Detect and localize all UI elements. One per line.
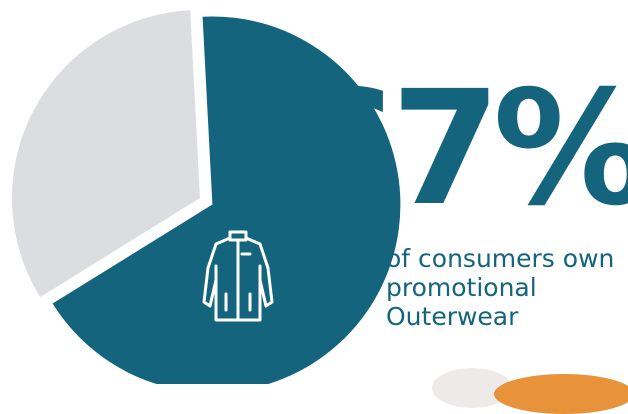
jacket-icon [202,230,274,322]
decorative-shape [494,374,628,414]
caption-line: promotional [386,273,537,302]
caption-line: Outerwear [386,302,519,331]
pie-slice-remainder [12,10,200,298]
headline-caption: of consumers own promotional Outerwear [386,244,628,331]
pie-chart [12,10,401,384]
headline-percentage: 67% [289,57,628,241]
caption-line: of consumers own [386,244,615,273]
pie-slice-highlight [52,16,401,384]
